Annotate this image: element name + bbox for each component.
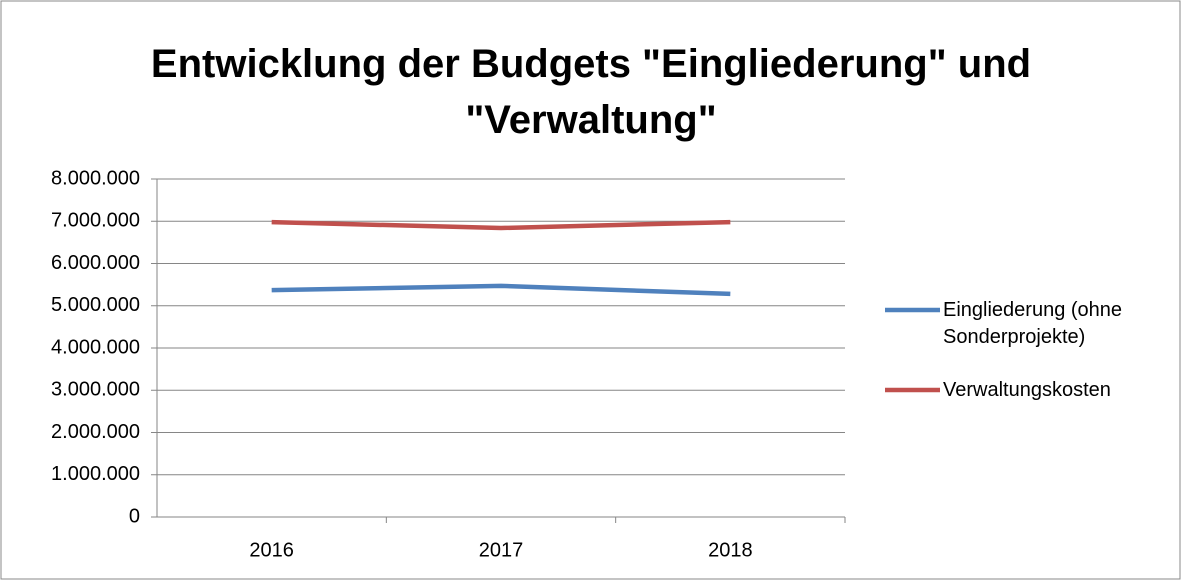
legend-label: Verwaltungskosten [943, 379, 1111, 401]
y-tick-label: 0 [129, 505, 140, 527]
x-tick-label: 2016 [249, 539, 294, 561]
y-tick-label: 3.000.000 [51, 379, 140, 401]
x-tick-label: 2018 [708, 539, 753, 561]
chart-title: Entwicklung der Budgets "Eingliederung" … [150, 42, 1032, 142]
y-tick-label: 7.000.000 [51, 210, 140, 232]
y-tick-label: 8.000.000 [51, 167, 140, 189]
y-tick-label: 1.000.000 [51, 463, 140, 485]
y-tick-label: 6.000.000 [51, 252, 140, 274]
x-tick-label: 2017 [479, 539, 524, 561]
legend-label: Eingliederung (ohne Sonderprojekte) [943, 299, 1123, 348]
y-tick-label: 5.000.000 [51, 294, 140, 316]
series-line [271, 283, 731, 297]
y-tick-label: 2.000.000 [51, 421, 140, 443]
y-tick-label: 4.000.000 [51, 336, 140, 358]
series-line [271, 219, 731, 231]
